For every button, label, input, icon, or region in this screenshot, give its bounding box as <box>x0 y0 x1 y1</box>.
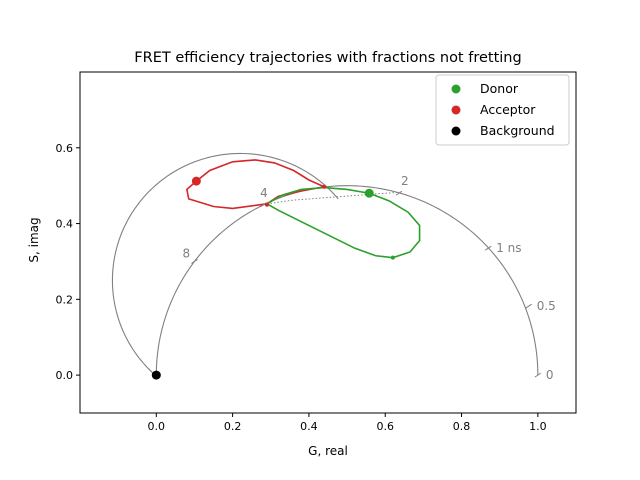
axes-frame <box>79 71 577 414</box>
lifetime-tick <box>534 372 542 378</box>
lifetime-label: 8 <box>182 246 190 260</box>
x-tick-label: 0.4 <box>300 420 318 433</box>
chart-title: FRET efficiency trajectories with fracti… <box>134 50 521 66</box>
donor-trajectory-line <box>266 186 421 259</box>
y-tick-label: 0.4 <box>56 218 74 231</box>
x-tick-label: 0.0 <box>148 420 166 433</box>
lifetime-tick <box>191 259 198 264</box>
plot-area: 0 0.5 1 ns 2 4 8 <box>111 152 556 382</box>
universal-semicircle <box>155 185 539 376</box>
y-tick-label: 0.2 <box>56 293 74 306</box>
legend-marker <box>451 126 461 136</box>
x-tick-label: 0.6 <box>376 420 394 433</box>
y-axis-label: S, imag <box>27 217 41 262</box>
x-tick-label: 0.2 <box>224 420 242 433</box>
lifetime-label: 4 <box>260 186 268 200</box>
acceptor-point <box>264 202 269 207</box>
lifetime-label: 0.5 <box>537 299 556 313</box>
legend-label: Donor <box>480 81 519 96</box>
y-tick-label: 0.6 <box>56 142 74 155</box>
lifetime-tick <box>259 202 267 208</box>
y-tick-label: 0.0 <box>56 369 74 382</box>
lifetime-tick <box>395 190 403 196</box>
acceptor-point <box>322 184 327 189</box>
lifetime-tick <box>525 303 532 309</box>
y-axis-ticks: 0.0 0.2 0.4 0.6 <box>56 142 80 382</box>
lifetime-label: 0 <box>546 368 554 382</box>
lifetime-tick <box>484 245 492 251</box>
fret-efficiency-dotted-curve <box>266 191 401 205</box>
acceptor-point <box>191 176 201 186</box>
lifetime-label: 1 ns <box>496 241 521 255</box>
x-tick-label: 1.0 <box>529 420 547 433</box>
legend-label: Background <box>480 123 555 138</box>
x-tick-label: 0.8 <box>453 420 471 433</box>
legend-marker <box>451 105 461 115</box>
x-axis-ticks: 0.0 0.2 0.4 0.6 0.8 1.0 <box>148 413 547 433</box>
legend: Donor Acceptor Background <box>435 74 570 146</box>
lifetime-label: 2 <box>401 174 409 188</box>
donor-point <box>364 188 374 198</box>
legend-marker <box>451 84 461 94</box>
background-trajectory-arc <box>111 152 339 377</box>
donor-point <box>390 255 395 260</box>
legend-label: Acceptor <box>480 102 536 117</box>
legend-box <box>435 74 570 146</box>
background-point <box>151 370 161 380</box>
series-markers <box>151 176 395 380</box>
lifetime-labels: 0 0.5 1 ns 2 4 8 <box>182 174 555 382</box>
x-axis-label: G, real <box>308 444 348 458</box>
